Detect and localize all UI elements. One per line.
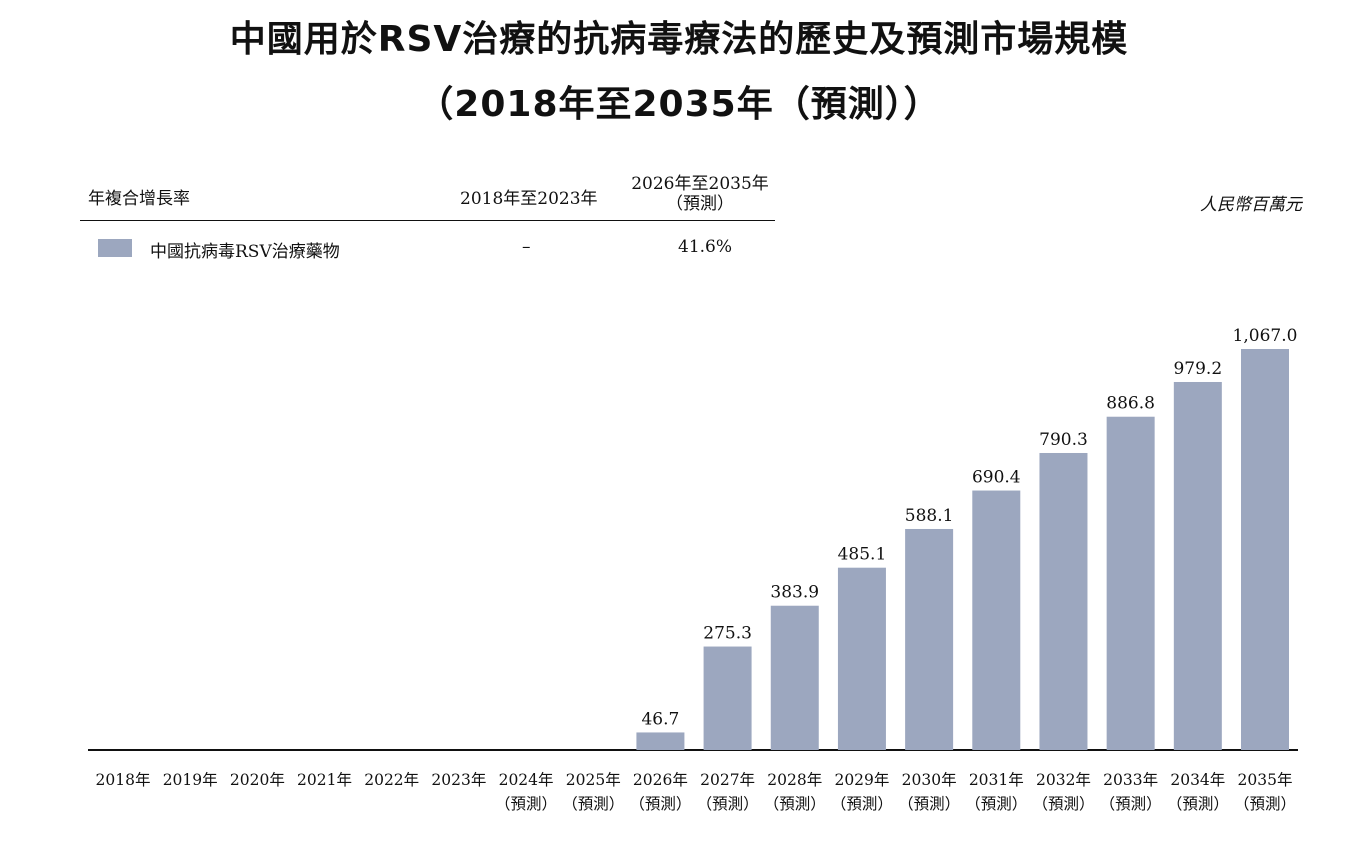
x-tick-label: （預測） bbox=[965, 795, 1027, 813]
x-tick-label: 2018年 bbox=[96, 771, 151, 789]
x-tick-label: 2024年 bbox=[499, 771, 554, 789]
data-label: 588.1 bbox=[905, 506, 954, 526]
x-tick-label: 2023年 bbox=[431, 771, 486, 789]
cagr-table-row: 中國抗病毒RSV治療藥物 – 41.6% bbox=[80, 221, 775, 262]
x-tick-label: 2020年 bbox=[230, 771, 285, 789]
bar bbox=[770, 605, 819, 750]
bar bbox=[1039, 452, 1088, 750]
cagr-header-label: 年複合增長率 bbox=[88, 189, 190, 209]
cagr-col1-value: – bbox=[522, 237, 531, 257]
data-label: 1,067.0 bbox=[1233, 326, 1298, 346]
cagr-table-header: 年複合增長率 2018年至2023年 2026年至2035年 （預測） bbox=[80, 170, 775, 221]
data-label: 485.1 bbox=[838, 545, 887, 565]
data-label: 46.7 bbox=[641, 709, 679, 729]
x-tick-label: 2022年 bbox=[364, 771, 419, 789]
cagr-col2-header-line1: 2026年至2035年 bbox=[631, 174, 769, 194]
cagr-col2-header: 2026年至2035年 （預測） bbox=[625, 174, 775, 214]
chart-title-line1: 中國用於RSV治療的抗病毒療法的歷史及預測市場規模 bbox=[229, 19, 1129, 60]
x-tick-label: （預測） bbox=[1032, 795, 1094, 813]
x-tick-label: 2030年 bbox=[902, 771, 957, 789]
x-tick-label: 2027年 bbox=[700, 771, 755, 789]
x-tick-label: （預測） bbox=[764, 795, 826, 813]
bar bbox=[972, 490, 1021, 750]
x-tick-label: 2031年 bbox=[969, 771, 1024, 789]
x-tick-label: （預測） bbox=[629, 795, 691, 813]
legend-series-name: 中國抗病毒RSV治療藥物 bbox=[150, 242, 340, 262]
x-tick-label: 2033年 bbox=[1103, 771, 1158, 789]
x-tick-label: （預測） bbox=[1100, 795, 1162, 813]
data-label: 979.2 bbox=[1173, 359, 1222, 379]
x-tick-label: （預測） bbox=[562, 795, 624, 813]
data-label: 690.4 bbox=[972, 468, 1021, 488]
bar bbox=[636, 732, 685, 750]
data-label: 790.3 bbox=[1039, 430, 1088, 450]
cagr-table: 年複合增長率 2018年至2023年 2026年至2035年 （預測） 中國抗病… bbox=[80, 170, 775, 262]
data-label: 275.3 bbox=[703, 624, 752, 644]
x-tick-label: 2028年 bbox=[767, 771, 822, 789]
x-tick-label: （預測） bbox=[898, 795, 960, 813]
bar bbox=[1173, 381, 1222, 750]
x-tick-label: 2021年 bbox=[297, 771, 352, 789]
bar bbox=[1241, 349, 1289, 750]
cagr-col2-header-line2: （預測） bbox=[666, 194, 734, 214]
unit-label: 人民幣百萬元 bbox=[1200, 195, 1302, 215]
bar bbox=[703, 646, 752, 750]
bar bbox=[905, 528, 954, 750]
cagr-col2-value: 41.6% bbox=[678, 237, 733, 257]
data-label: 383.9 bbox=[770, 583, 819, 603]
x-tick-label: （預測） bbox=[697, 795, 759, 813]
legend-swatch bbox=[98, 239, 132, 257]
x-tick-label: （預測） bbox=[831, 795, 893, 813]
bar bbox=[1106, 416, 1155, 750]
cagr-col1-header: 2018年至2023年 bbox=[460, 189, 598, 209]
x-tick-label: （預測） bbox=[1167, 795, 1229, 813]
x-tick-label: 2019年 bbox=[163, 771, 218, 789]
x-tick-label: 2025年 bbox=[566, 771, 621, 789]
x-tick-label: （預測） bbox=[1234, 795, 1296, 813]
x-tick-label: （預測） bbox=[495, 795, 557, 813]
x-tick-label: 2035年 bbox=[1238, 771, 1293, 789]
data-label: 886.8 bbox=[1106, 394, 1155, 414]
bar bbox=[837, 567, 886, 750]
chart-title-line2: （2018年至2035年（預測）） bbox=[417, 84, 941, 125]
x-tick-label: 2034年 bbox=[1170, 771, 1225, 789]
x-tick-label: 2026年 bbox=[633, 771, 688, 789]
x-tick-label: 2032年 bbox=[1036, 771, 1091, 789]
x-tick-label: 2029年 bbox=[834, 771, 889, 789]
